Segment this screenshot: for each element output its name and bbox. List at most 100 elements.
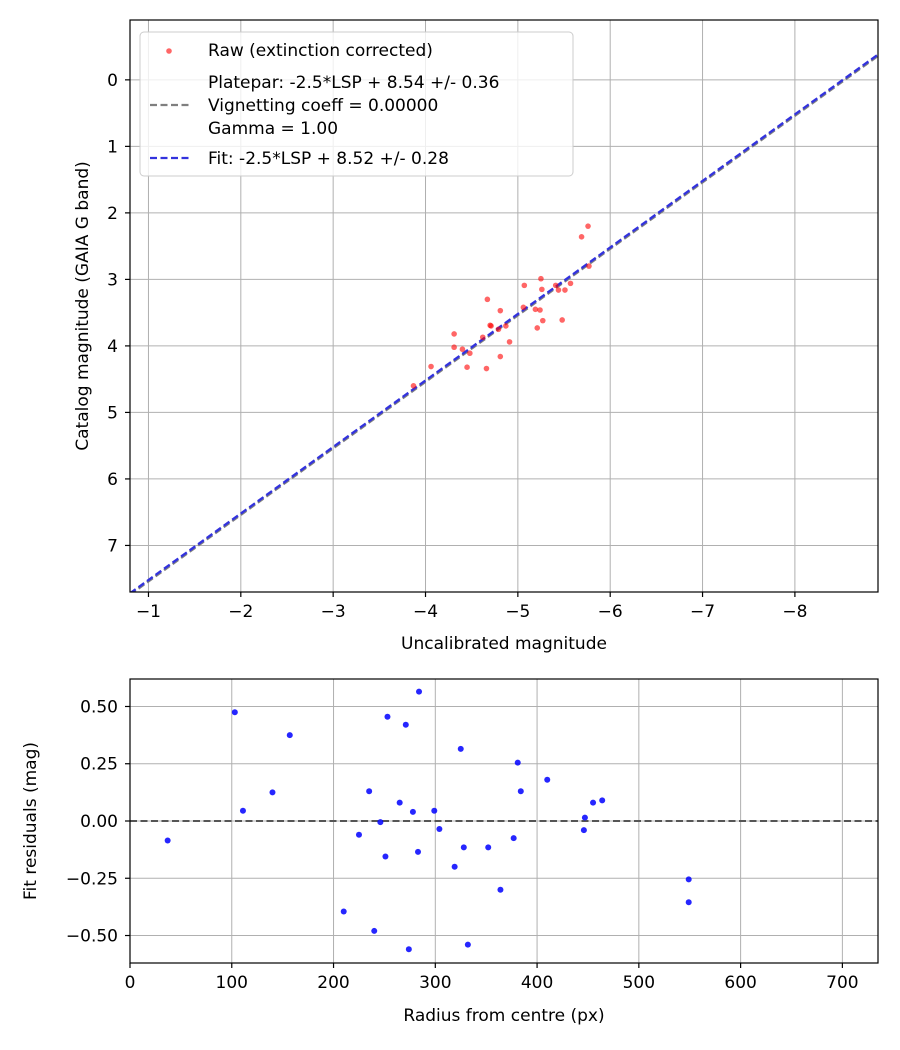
residual-point — [514, 759, 521, 766]
top-x-tick-label: −4 — [413, 602, 438, 622]
fit-line — [130, 53, 878, 592]
raw-point — [585, 223, 591, 229]
residual-points — [164, 688, 692, 953]
raw-point — [497, 353, 504, 360]
raw-point — [578, 234, 585, 240]
bottom-x-axis-label: Radius from centre (px) — [403, 1006, 604, 1026]
bottom-x-ticks: 0 100 200 300 400 500 600 700 — [125, 963, 859, 993]
bottom-x-tick-label: 700 — [826, 973, 858, 993]
residual-point — [286, 732, 293, 739]
residual-point — [436, 826, 443, 833]
residual-point — [581, 814, 588, 821]
bottom-y-ticks: −0.50 −0.25 0.00 0.25 0.50 — [66, 697, 130, 947]
top-x-tick-label: −2 — [228, 602, 253, 622]
bottom-x-tick-label: 400 — [521, 973, 553, 993]
legend-gamma-label: Gamma = 1.00 — [208, 119, 338, 139]
bottom-x-tick-label: 500 — [623, 973, 655, 993]
residual-point — [269, 789, 276, 796]
raw-point — [555, 287, 562, 293]
bottom-x-tick-label: 0 — [125, 973, 136, 993]
top-fit-lines — [130, 53, 878, 592]
raw-point — [428, 363, 434, 370]
top-y-tick-label: 2 — [107, 204, 118, 224]
top-y-tick-label: 3 — [107, 270, 118, 290]
raw-point — [451, 331, 457, 337]
legend-box — [139, 31, 574, 177]
residual-point — [402, 721, 409, 728]
top-y-tick-label: 4 — [107, 337, 118, 357]
residual-point — [415, 848, 422, 855]
legend-raw-label: Raw (extinction corrected) — [208, 41, 433, 61]
top-axes-frame — [129, 19, 879, 593]
legend-fit-label: Fit: -2.5*LSP + 8.52 +/- 0.28 — [208, 149, 449, 169]
top-y-tick-label: 7 — [107, 536, 118, 556]
raw-point — [567, 280, 574, 287]
top-x-tick-label: −6 — [598, 602, 623, 622]
raw-point — [503, 323, 509, 329]
raw-point — [520, 304, 527, 311]
residual-point — [544, 776, 551, 783]
raw-point — [537, 307, 543, 313]
residual-point — [239, 807, 246, 814]
residual-point — [384, 713, 391, 720]
residual-point — [580, 827, 587, 834]
calibration-plot: −1 −2 −3 −4 −5 −6 −7 −8 0 1 2 3 4 5 6 7 Uncalibrated m… — [73, 19, 879, 654]
raw-point — [479, 334, 486, 341]
residual-point — [485, 844, 492, 851]
residual-point — [510, 835, 517, 842]
legend-platepar-label: Platepar: -2.5*LSP + 8.54 +/- 0.36 — [208, 73, 499, 93]
bottom-y-tick-label: −0.25 — [66, 869, 118, 889]
bottom-x-tick-label: 200 — [317, 973, 349, 993]
raw-point — [483, 365, 490, 372]
raw-point — [484, 296, 491, 303]
raw-point — [559, 317, 565, 323]
top-y-tick-label: 6 — [107, 470, 118, 490]
residual-point — [457, 745, 464, 752]
residual-point — [409, 808, 416, 815]
raw-point — [495, 326, 502, 333]
top-x-ticks: −1 −2 −3 −4 −5 −6 −7 −8 — [136, 592, 807, 622]
raw-point — [467, 350, 473, 357]
raw-point — [534, 325, 541, 331]
raw-point — [562, 287, 568, 293]
raw-point — [459, 346, 466, 353]
bottom-x-tick-label: 300 — [419, 973, 451, 993]
residual-point — [355, 831, 362, 838]
bottom-y-tick-label: 0.50 — [80, 697, 118, 717]
top-x-tick-label: −1 — [136, 602, 161, 622]
bottom-y-tick-label: 0.25 — [80, 755, 118, 775]
raw-point — [532, 306, 539, 313]
legend: Raw (extinction corrected) Platepar: -2.… — [139, 31, 574, 177]
raw-point — [538, 275, 544, 282]
top-x-tick-label: −5 — [505, 602, 530, 622]
raw-point — [488, 323, 494, 329]
residual-point — [405, 946, 412, 953]
raw-point — [552, 282, 559, 289]
top-x-tick-label: −7 — [690, 602, 715, 622]
legend-vignetting-label: Vignetting coeff = 0.00000 — [208, 96, 438, 116]
raw-point — [539, 317, 546, 324]
raw-point — [521, 282, 528, 289]
residual-point — [685, 876, 692, 883]
raw-point — [506, 339, 513, 345]
residual-point — [464, 941, 471, 948]
residual-point — [599, 797, 606, 804]
residual-point — [371, 927, 378, 934]
top-y-ticks: 0 1 2 3 4 5 6 7 — [107, 71, 130, 556]
top-y-axis-label: Catalog magnitude (GAIA G band) — [73, 161, 93, 451]
residual-point — [460, 844, 467, 851]
residual-point — [431, 807, 438, 814]
raw-point — [497, 307, 504, 314]
raw-points — [410, 223, 592, 389]
top-x-axis-label: Uncalibrated magnitude — [401, 634, 607, 654]
raw-point — [451, 344, 457, 351]
residual-point — [685, 899, 692, 906]
residual-point — [366, 788, 373, 795]
top-x-tick-label: −3 — [321, 602, 346, 622]
residual-point — [416, 688, 423, 695]
top-y-tick-label: 1 — [107, 137, 118, 157]
top-y-tick-label: 5 — [107, 403, 118, 423]
residual-point — [451, 863, 458, 870]
residual-point — [590, 799, 597, 806]
